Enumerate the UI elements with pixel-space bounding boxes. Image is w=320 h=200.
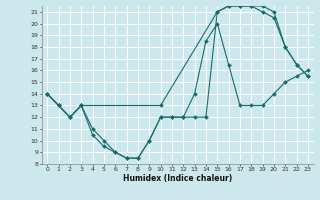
X-axis label: Humidex (Indice chaleur): Humidex (Indice chaleur) (123, 174, 232, 183)
